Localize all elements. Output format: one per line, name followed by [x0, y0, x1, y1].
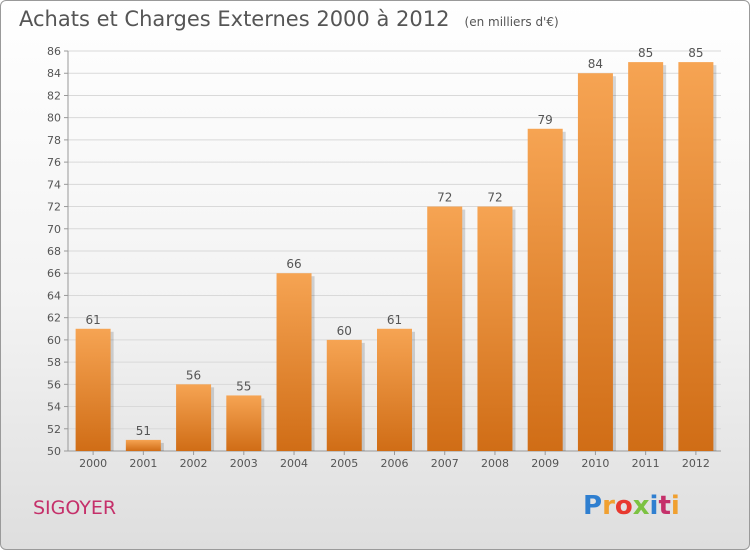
x-tick-label: 2008 [481, 457, 509, 470]
data-label: 66 [286, 257, 301, 271]
x-tick-label: 2012 [682, 457, 710, 470]
x-tick-label: 2011 [632, 457, 660, 470]
y-tick-label: 80 [47, 112, 61, 125]
x-tick-label: 2002 [180, 457, 208, 470]
bar [477, 206, 513, 451]
bar [678, 62, 714, 451]
proxiti-logo: Proxiti [583, 491, 680, 521]
title-row: Achats et Charges Externes 2000 à 2012 (… [19, 7, 559, 31]
data-label: 55 [236, 379, 251, 393]
y-tick-label: 68 [47, 245, 61, 258]
x-tick-label: 2005 [330, 457, 358, 470]
data-label: 60 [337, 324, 352, 338]
data-label: 51 [136, 424, 151, 438]
chart-title: Achats et Charges Externes 2000 à 2012 [19, 7, 450, 31]
y-tick-label: 84 [47, 67, 61, 80]
data-label: 79 [538, 113, 553, 127]
y-tick-label: 62 [47, 312, 61, 325]
data-label: 56 [186, 368, 201, 382]
logo-letter: t [658, 491, 671, 521]
data-label: 72 [437, 191, 452, 205]
bar [75, 328, 111, 451]
commune-name: SIGOYER [33, 497, 117, 519]
data-label: 61 [85, 313, 100, 327]
x-tick-label: 2006 [381, 457, 409, 470]
x-tick-label: 2004 [280, 457, 308, 470]
chart-unit: (en milliers d'€) [464, 15, 559, 29]
logo-letter: P [583, 491, 603, 521]
bar [527, 128, 563, 451]
bar [276, 273, 312, 451]
y-tick-label: 86 [47, 45, 61, 58]
y-tick-label: 56 [47, 378, 61, 391]
y-tick-label: 60 [47, 334, 61, 347]
logo-letter: i [649, 491, 659, 521]
y-tick-label: 54 [47, 401, 61, 414]
x-tick-label: 2010 [581, 457, 609, 470]
bar [628, 62, 664, 451]
bar [326, 339, 362, 451]
y-tick-label: 82 [47, 89, 61, 102]
bar [176, 384, 212, 451]
y-tick-label: 50 [47, 445, 61, 458]
bar [226, 395, 262, 451]
y-tick-label: 78 [47, 134, 61, 147]
x-tick-label: 2009 [531, 457, 559, 470]
y-tick-label: 66 [47, 267, 61, 280]
y-tick-label: 76 [47, 156, 61, 169]
data-label: 84 [588, 57, 603, 71]
bar [125, 439, 161, 451]
x-tick-label: 2001 [129, 457, 157, 470]
y-tick-label: 72 [47, 201, 61, 214]
y-tick-label: 52 [47, 423, 61, 436]
y-tick-label: 58 [47, 356, 61, 369]
data-label: 85 [638, 46, 653, 60]
logo-letter: i [670, 491, 680, 521]
y-tick-label: 74 [47, 178, 61, 191]
bar [427, 206, 463, 451]
y-tick-label: 70 [47, 223, 61, 236]
data-label: 85 [688, 46, 703, 60]
logo-letter: o [614, 491, 633, 521]
bar [377, 328, 412, 451]
logo-letter: r [602, 491, 615, 521]
data-label: 61 [387, 313, 402, 327]
x-tick-label: 2000 [79, 457, 107, 470]
logo-letter: x [632, 491, 650, 521]
x-tick-label: 2007 [431, 457, 459, 470]
bar [577, 73, 613, 451]
y-tick-label: 64 [47, 289, 61, 302]
x-tick-label: 2003 [230, 457, 258, 470]
data-label: 72 [487, 191, 502, 205]
